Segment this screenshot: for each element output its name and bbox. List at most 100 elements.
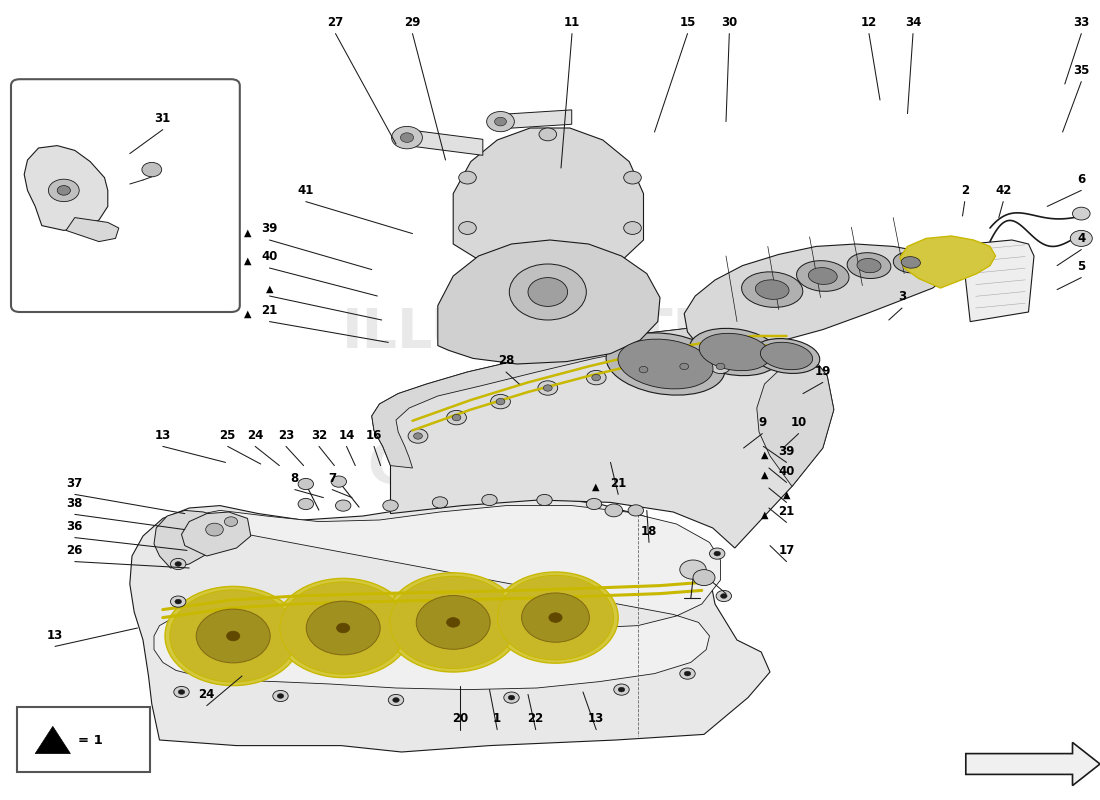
Circle shape — [196, 609, 271, 663]
Ellipse shape — [893, 252, 928, 273]
Text: 29: 29 — [405, 16, 420, 29]
Text: 13: 13 — [588, 712, 604, 725]
Text: 13: 13 — [155, 429, 170, 442]
Circle shape — [142, 162, 162, 177]
Polygon shape — [130, 498, 770, 752]
Circle shape — [711, 359, 730, 374]
Polygon shape — [407, 130, 483, 155]
Text: 14: 14 — [339, 429, 354, 442]
Text: 32: 32 — [311, 429, 327, 442]
Circle shape — [175, 562, 182, 566]
Circle shape — [528, 278, 568, 306]
Circle shape — [495, 118, 506, 126]
Text: 24: 24 — [199, 688, 214, 701]
Circle shape — [586, 498, 602, 510]
Circle shape — [393, 698, 399, 702]
Circle shape — [392, 126, 422, 149]
Polygon shape — [900, 236, 996, 288]
Circle shape — [592, 374, 601, 381]
Circle shape — [337, 623, 350, 633]
Ellipse shape — [700, 334, 770, 370]
Circle shape — [331, 476, 346, 487]
Polygon shape — [453, 128, 644, 272]
Text: ▲: ▲ — [244, 227, 251, 238]
Text: 31: 31 — [155, 112, 170, 125]
Circle shape — [680, 668, 695, 679]
Text: 3: 3 — [898, 290, 906, 303]
Text: 40: 40 — [262, 250, 277, 263]
Ellipse shape — [901, 257, 921, 268]
Circle shape — [298, 478, 314, 490]
Text: 9: 9 — [758, 416, 767, 429]
Circle shape — [543, 385, 552, 391]
Polygon shape — [24, 146, 108, 230]
Text: 26: 26 — [67, 544, 82, 557]
Polygon shape — [372, 328, 834, 486]
Text: 11: 11 — [564, 16, 580, 29]
Text: 21: 21 — [610, 477, 626, 490]
Circle shape — [389, 576, 517, 669]
Circle shape — [714, 551, 720, 556]
Text: ▲: ▲ — [761, 450, 768, 460]
Circle shape — [178, 690, 185, 694]
Text: = 1: = 1 — [78, 734, 103, 746]
Ellipse shape — [847, 253, 891, 278]
Circle shape — [459, 222, 476, 234]
Circle shape — [275, 578, 411, 678]
Polygon shape — [438, 240, 660, 364]
Text: 5: 5 — [1077, 260, 1086, 273]
Text: 28: 28 — [498, 354, 514, 367]
Circle shape — [459, 171, 476, 184]
Ellipse shape — [756, 280, 789, 299]
Polygon shape — [154, 510, 226, 568]
Circle shape — [277, 694, 284, 698]
Text: 35: 35 — [1074, 64, 1089, 77]
Circle shape — [639, 366, 648, 373]
Text: 19: 19 — [815, 365, 830, 378]
Circle shape — [680, 560, 706, 579]
Circle shape — [57, 186, 70, 195]
Circle shape — [306, 601, 381, 655]
Text: ▲: ▲ — [761, 510, 768, 520]
Text: 40: 40 — [779, 465, 794, 478]
Text: 22: 22 — [528, 712, 543, 725]
Circle shape — [408, 429, 428, 443]
Circle shape — [1070, 230, 1092, 246]
Text: 21: 21 — [262, 304, 277, 317]
Circle shape — [170, 558, 186, 570]
Text: 13: 13 — [47, 629, 63, 642]
Ellipse shape — [690, 328, 780, 376]
Text: ▲: ▲ — [244, 256, 251, 266]
Circle shape — [491, 394, 510, 409]
Text: 10: 10 — [791, 416, 806, 429]
Text: ▲: ▲ — [244, 310, 251, 319]
Ellipse shape — [606, 333, 725, 395]
Text: 15: 15 — [680, 16, 695, 29]
FancyBboxPatch shape — [11, 79, 240, 312]
Text: ▲: ▲ — [761, 470, 768, 480]
Circle shape — [227, 631, 240, 641]
Text: 38: 38 — [67, 497, 82, 510]
Text: 24: 24 — [248, 429, 263, 442]
Text: 42: 42 — [996, 184, 1011, 197]
Polygon shape — [154, 506, 720, 690]
Circle shape — [224, 517, 238, 526]
Circle shape — [537, 494, 552, 506]
Text: 6: 6 — [1077, 173, 1086, 186]
Circle shape — [509, 264, 586, 320]
Circle shape — [414, 433, 422, 439]
Circle shape — [1072, 207, 1090, 220]
Polygon shape — [372, 328, 834, 548]
Circle shape — [618, 687, 625, 692]
Circle shape — [447, 410, 466, 425]
Circle shape — [605, 504, 623, 517]
Circle shape — [710, 548, 725, 559]
Text: 21: 21 — [779, 505, 794, 518]
Text: ▲: ▲ — [783, 490, 790, 500]
FancyBboxPatch shape — [16, 707, 150, 772]
Ellipse shape — [857, 258, 881, 273]
Text: 12: 12 — [861, 16, 877, 29]
Text: 8: 8 — [290, 472, 299, 485]
Circle shape — [493, 572, 618, 663]
Text: 27: 27 — [328, 16, 343, 29]
